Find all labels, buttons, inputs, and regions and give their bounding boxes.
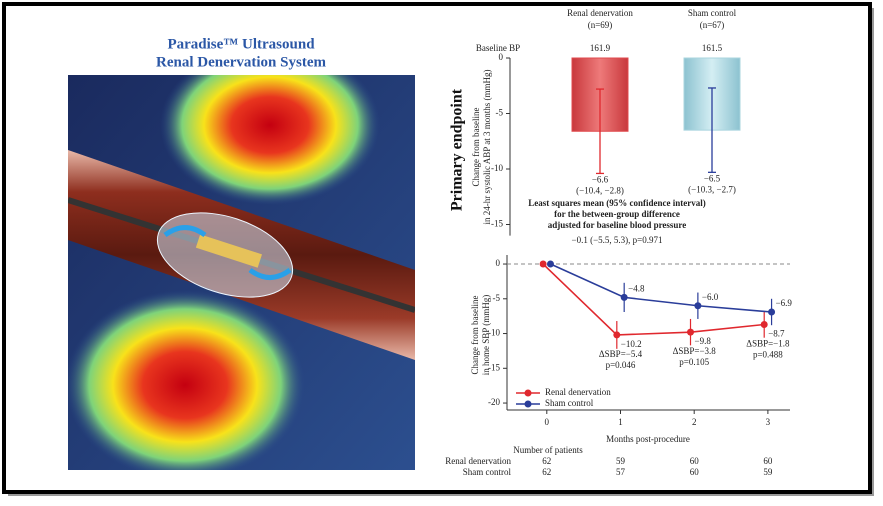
y-tick-label: -10 bbox=[488, 328, 500, 338]
baseline-value: 161.5 bbox=[702, 43, 723, 53]
point bbox=[546, 260, 554, 268]
x-tick-label: 2 bbox=[692, 417, 697, 427]
risk-count: 60 bbox=[690, 467, 700, 477]
category-note: (n=69) bbox=[588, 20, 613, 30]
series-line bbox=[542, 263, 765, 336]
legend-marker bbox=[524, 400, 532, 408]
y-tick-label: -15 bbox=[491, 219, 503, 229]
value-label: −9.8 bbox=[695, 336, 712, 346]
delta-annotation: ΔSBP=−5.4 bbox=[599, 349, 643, 359]
risk-count: 60 bbox=[690, 456, 700, 466]
delta-annotation: ΔSBP=−3.8 bbox=[673, 346, 717, 356]
ci-label: (−10.3, −2.7) bbox=[688, 184, 736, 194]
value-label: −8.7 bbox=[768, 329, 785, 339]
title-line: Renal Denervation System bbox=[156, 54, 326, 70]
value-label: −10.2 bbox=[621, 339, 642, 349]
value-label: −6.0 bbox=[702, 292, 719, 302]
y-axis-label: in 24-hr systolic ABP at 3 months (mmHg) bbox=[482, 70, 492, 225]
risk-count: 60 bbox=[763, 456, 773, 466]
risk-count: 59 bbox=[616, 456, 626, 466]
risk-count: 62 bbox=[542, 467, 551, 477]
annotation: for the between-group difference bbox=[554, 209, 680, 219]
value-label: −4.8 bbox=[628, 283, 645, 293]
point bbox=[760, 321, 768, 329]
y-tick-label: 0 bbox=[496, 258, 501, 268]
risk-count: 57 bbox=[616, 467, 626, 477]
annotation-result: −0.1 (−5.5, 5.3), p=0.971 bbox=[572, 235, 663, 245]
legend-label: Sham control bbox=[545, 398, 594, 408]
y-tick-label: -15 bbox=[488, 362, 500, 372]
baseline-label: Baseline BP bbox=[476, 43, 520, 53]
category-note: (n=67) bbox=[700, 20, 725, 30]
annotation: adjusted for baseline blood pressure bbox=[548, 220, 687, 230]
y-tick-label: 0 bbox=[499, 52, 504, 62]
legend-label: Renal denervation bbox=[545, 387, 611, 397]
point bbox=[694, 302, 702, 310]
point bbox=[768, 308, 776, 316]
point bbox=[620, 293, 628, 301]
side-label: Primary endpoint bbox=[449, 88, 466, 211]
y-tick-label: -10 bbox=[491, 163, 503, 173]
y-tick-label: -5 bbox=[493, 293, 501, 303]
risk-count: 59 bbox=[763, 467, 773, 477]
value-label: −6.5 bbox=[704, 173, 721, 183]
risk-row-name: Sham control bbox=[463, 467, 512, 477]
category-label: Renal denervation bbox=[567, 8, 633, 18]
title-line: Paradise™ Ultrasound bbox=[167, 36, 315, 52]
risk-row-name: Renal denervation bbox=[445, 456, 511, 466]
x-tick-label: 3 bbox=[766, 417, 771, 427]
delta-annotation: p=0.105 bbox=[679, 357, 709, 367]
value-label: −6.9 bbox=[776, 298, 793, 308]
y-axis-label: Change from baseline bbox=[471, 108, 481, 187]
delta-annotation: p=0.046 bbox=[606, 360, 636, 370]
point bbox=[687, 328, 695, 336]
y-tick-label: -5 bbox=[496, 108, 504, 118]
point bbox=[613, 331, 621, 339]
x-tick-label: 0 bbox=[545, 417, 550, 427]
device-image bbox=[68, 75, 415, 470]
value-label: −6.6 bbox=[592, 175, 609, 185]
series-line bbox=[550, 263, 772, 313]
legend-marker bbox=[524, 389, 532, 397]
category-label: Sham control bbox=[688, 8, 737, 18]
ci-label: (−10.4, −2.8) bbox=[576, 186, 624, 196]
delta-annotation: p=0.488 bbox=[753, 350, 783, 360]
x-axis-label: Months post-procedure bbox=[606, 434, 690, 444]
x-tick-label: 1 bbox=[618, 417, 623, 427]
point bbox=[539, 260, 547, 268]
annotation: Least squares mean (95% confidence inter… bbox=[528, 198, 706, 208]
baseline-value: 161.9 bbox=[590, 43, 611, 53]
y-axis-label: in home SBP (mmHg) bbox=[481, 295, 491, 375]
risk-table-title: Number of patients bbox=[513, 445, 583, 455]
y-axis-label: Change from baseline bbox=[470, 296, 480, 375]
risk-count: 62 bbox=[542, 456, 551, 466]
y-tick-label: -20 bbox=[488, 397, 500, 407]
delta-annotation: ΔSBP=−1.8 bbox=[746, 339, 790, 349]
